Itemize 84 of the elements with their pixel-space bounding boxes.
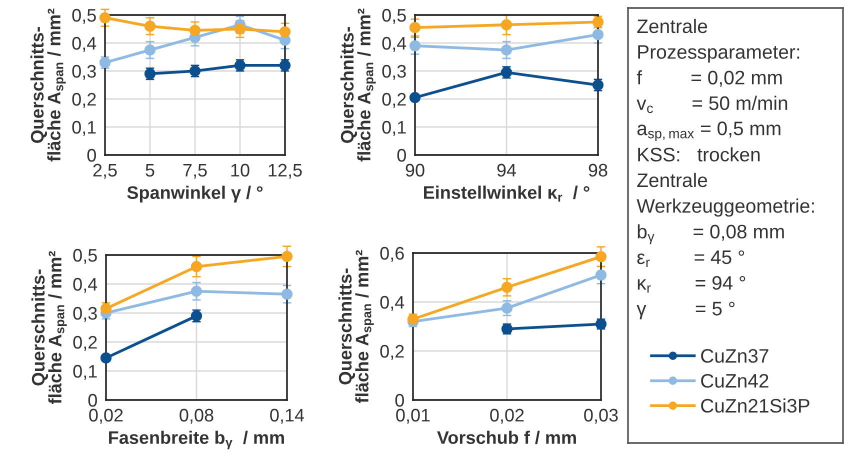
point	[595, 269, 607, 281]
y-tick-label: 0,1	[72, 120, 96, 136]
point	[281, 250, 293, 262]
x-tick-label: 0,08	[180, 408, 214, 424]
x-tick-label: 0,02	[89, 408, 123, 424]
x-axis-title: Fasenbreite b$_{γ}$ / mm	[109, 430, 284, 450]
point	[407, 314, 419, 325]
point	[409, 92, 421, 104]
y-tick-label: 0,3	[382, 64, 406, 80]
text: Werkzeuggeometrie:	[636, 198, 814, 217]
point	[500, 44, 512, 56]
point	[409, 22, 421, 34]
y-axis-title: Querschnitts- fläche A$_{span}$ / mm²	[30, 8, 66, 162]
point	[144, 20, 156, 32]
y-tick-label: 0,4	[73, 278, 98, 293]
text: v$_{c}$ = 50 m/min	[636, 96, 788, 114]
y-tick-label: 0,2	[380, 344, 404, 360]
y-tick-label: 0,3	[72, 64, 96, 80]
y-tick-label: 0,4	[380, 296, 404, 311]
x-tick-label: 0,14	[270, 408, 304, 424]
y-tick-label: 0,6	[380, 246, 404, 262]
x-tick-label: 2,5	[93, 164, 117, 179]
legend-label: CuZn21Si3P	[701, 398, 810, 413]
point	[234, 23, 246, 35]
y-tick-label: 0	[88, 394, 97, 407]
text: Zentrale	[637, 172, 708, 188]
x-tick-label: 0,01	[396, 408, 430, 424]
y-axis-title: Querschnitts- fläche A$_{span}$ / mm²	[340, 8, 376, 162]
y-tick-label: 0,1	[382, 120, 406, 136]
y-tick-label: 0,5	[72, 8, 96, 24]
text: κ$_{r}$ = 94 °	[638, 276, 746, 293]
y-tick-label: 0,2	[382, 92, 406, 108]
x-tick-label: 12,5	[268, 164, 302, 179]
point	[595, 251, 607, 262]
x-axis-title: Einstellwinkel κ$_{r}$ / °	[424, 186, 590, 202]
point	[99, 12, 111, 24]
point	[592, 29, 604, 40]
y-tick-label: 0,2	[73, 336, 97, 351]
text: a$_{sp,max}$ = 0,5 mm	[637, 122, 780, 142]
point	[279, 26, 291, 38]
x-axis-title: Spanwinkel γ / °	[127, 186, 263, 203]
text: Prozessparameter:	[638, 45, 800, 63]
y-tick-label: 0,1	[73, 364, 97, 380]
y-tick-label: 0,4	[72, 36, 96, 52]
point	[500, 19, 512, 30]
x-tick-label: 0,03	[584, 408, 618, 424]
text: KSS: trocken	[638, 147, 760, 162]
x-tick-label: 7,5	[183, 164, 207, 179]
x-tick-label: 5	[146, 164, 154, 177]
y-axis-title: Querschnitts- fläche A$_{span}$ / mm²	[338, 250, 374, 404]
x-axis-title: Vorschub f / mm	[437, 430, 576, 444]
legend-label: CuZn37	[701, 349, 768, 363]
text: Zentrale	[637, 18, 708, 34]
point	[144, 44, 156, 56]
y-tick-label: 0,4	[382, 36, 406, 52]
point	[190, 286, 202, 297]
point	[279, 34, 291, 46]
point	[501, 302, 513, 314]
text: f = 0,02 mm	[636, 70, 782, 87]
y-tick-label: 0,5	[73, 248, 97, 264]
point	[281, 288, 293, 300]
point	[501, 282, 513, 293]
x-tick-label: 98	[588, 164, 608, 177]
x-tick-label: 10	[231, 164, 250, 177]
y-tick-label: 0	[395, 394, 404, 407]
y-tick-label: 0,5	[382, 8, 406, 24]
text: γ = 5 °	[636, 302, 735, 320]
x-tick-label: 94	[497, 164, 516, 177]
point	[189, 24, 201, 36]
point	[409, 40, 421, 52]
y-axis-title: Querschnitts- fläche A$_{span}$ / mm²	[31, 251, 67, 404]
point	[100, 352, 112, 364]
y-tick-label: 0	[87, 148, 96, 162]
text: ε$_{r}$ = 45 °	[637, 250, 744, 267]
point	[99, 57, 111, 68]
y-tick-label: 0,2	[72, 92, 96, 108]
x-tick-label: 0,02	[490, 408, 524, 424]
legend-label: CuZn42	[701, 374, 768, 388]
point	[190, 261, 202, 272]
y-tick-label: 0,3	[73, 306, 97, 322]
y-tick-label: 0	[397, 148, 406, 162]
x-tick-label: 90	[406, 164, 424, 177]
point	[100, 303, 112, 314]
text: b$_{γ}$ = 0,08 mm	[638, 224, 784, 244]
